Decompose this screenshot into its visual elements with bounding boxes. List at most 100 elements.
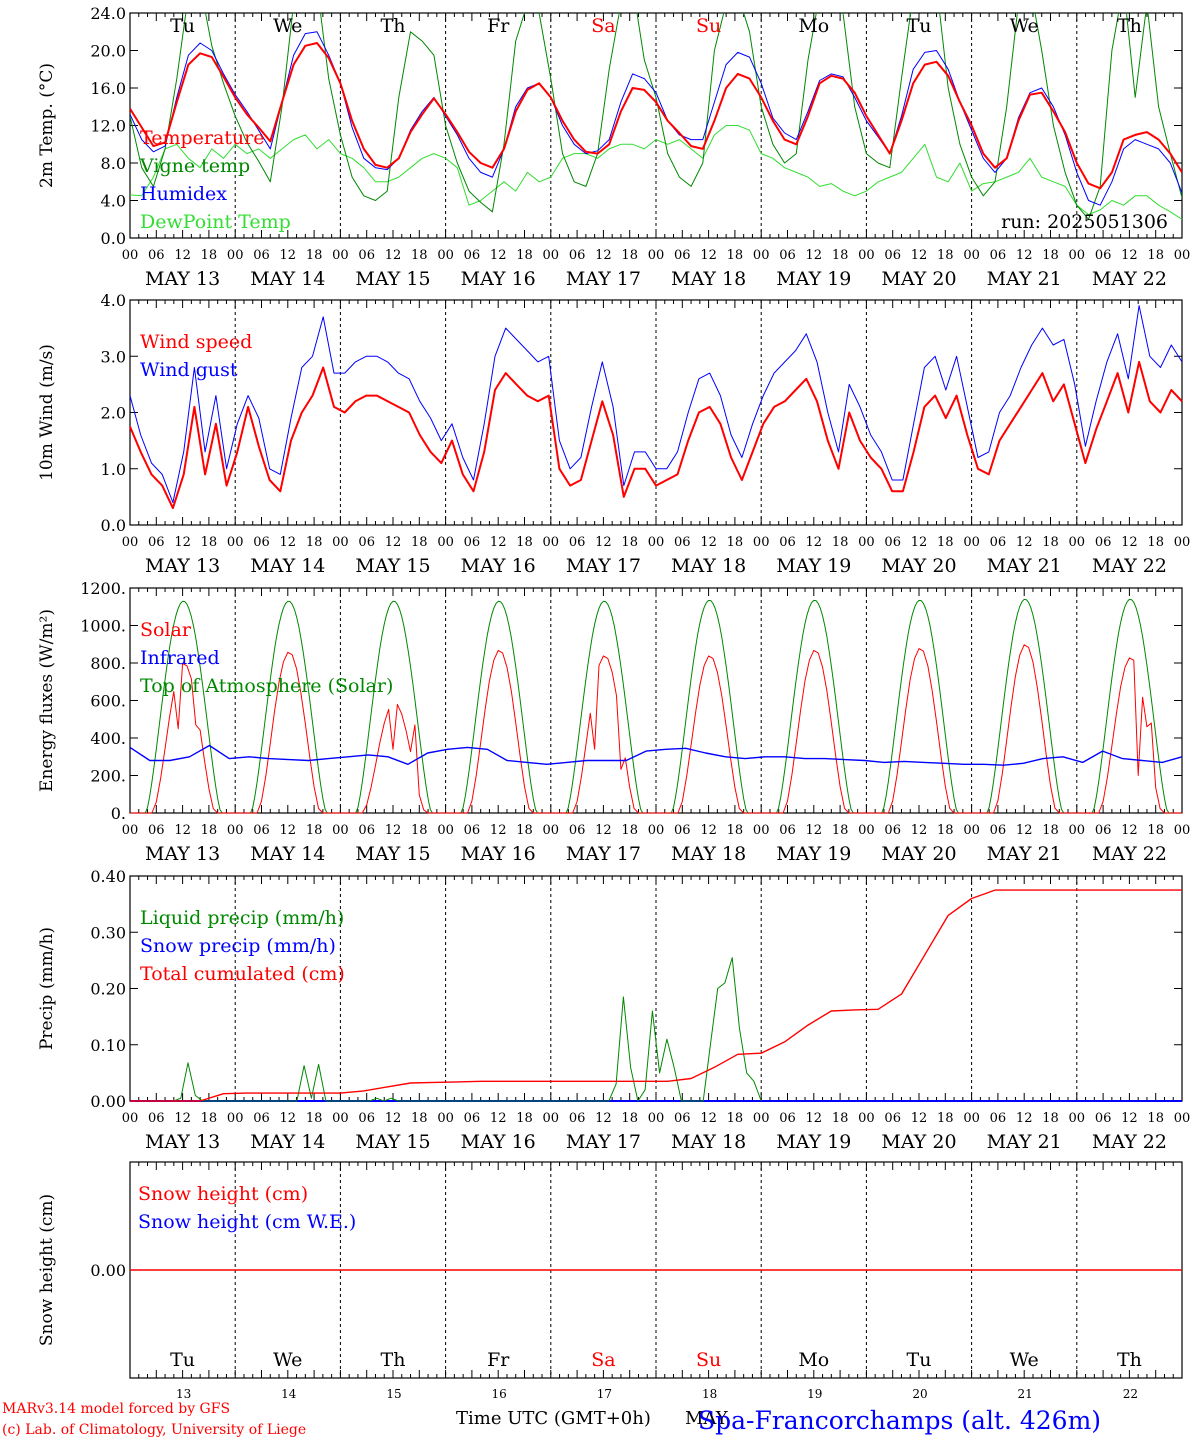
hour-tick-label: 12 xyxy=(911,823,928,838)
hour-tick-label: 06 xyxy=(358,535,375,550)
hour-tick-label: 12 xyxy=(911,1111,928,1126)
hour-tick-label: 06 xyxy=(358,823,375,838)
hour-tick-label: 12 xyxy=(280,1111,297,1126)
hour-tick-label: 12 xyxy=(806,823,823,838)
legend-entry: Snow precip (mm/h) xyxy=(140,935,336,957)
hour-tick-label: 18 xyxy=(1147,248,1164,263)
hour-tick-label: 06 xyxy=(990,823,1007,838)
run-label: run: 2025051306 xyxy=(1001,211,1168,233)
day-label: Tu xyxy=(170,1349,195,1371)
hour-tick-label: 00 xyxy=(648,1111,665,1126)
hour-tick-label: 18 xyxy=(306,823,323,838)
hour-tick-label: 18 xyxy=(516,1111,533,1126)
hour-tick-label: 12 xyxy=(595,823,612,838)
hour-tick-label: 12 xyxy=(806,248,823,263)
legend-entry: Wind speed xyxy=(140,331,252,353)
date-label: MAY 15 xyxy=(355,555,430,577)
y-tick-label: 0.30 xyxy=(90,923,126,942)
date-label: MAY 14 xyxy=(250,268,325,290)
hour-tick-label: 00 xyxy=(543,535,560,550)
date-label: MAY 22 xyxy=(1092,1131,1167,1153)
hour-tick-label: 18 xyxy=(621,535,638,550)
hour-tick-label: 00 xyxy=(227,248,244,263)
footer-day-number: 20 xyxy=(912,1387,927,1401)
snow-panel: 0.00 Snow height (cm) Snow height (cm) Snow… xyxy=(37,1161,1183,1379)
hour-tick-label: 00 xyxy=(1174,823,1191,838)
date-label: MAY 21 xyxy=(987,555,1062,577)
temperature-lines xyxy=(130,13,1182,220)
y-tick-label: 0.10 xyxy=(90,1036,126,1055)
day-label: Fr xyxy=(487,1349,510,1371)
footer-day-number: 18 xyxy=(702,1387,717,1401)
hour-tick-label: 06 xyxy=(569,535,586,550)
plot-frame xyxy=(129,587,1183,814)
hour-tick-label: 18 xyxy=(1147,535,1164,550)
date-label: MAY 18 xyxy=(671,555,746,577)
hour-tick-label: 18 xyxy=(937,1111,954,1126)
day-label: Sa xyxy=(591,15,615,37)
date-label: MAY 21 xyxy=(987,1131,1062,1153)
hour-tick-label: 00 xyxy=(543,248,560,263)
hour-tick-label: 06 xyxy=(569,248,586,263)
hour-tick-label: 06 xyxy=(464,1111,481,1126)
y-tick-label: 0.0 xyxy=(101,229,126,248)
hour-tick-label: 00 xyxy=(753,1111,770,1126)
hour-tick-label: 06 xyxy=(569,823,586,838)
hour-tick-label: 00 xyxy=(437,823,454,838)
date-label: MAY 19 xyxy=(776,555,851,577)
hour-tick-label: 00 xyxy=(122,248,139,263)
footer-day-number: 21 xyxy=(1018,1387,1033,1401)
y-tick-label: 0.00 xyxy=(90,1092,126,1111)
series-line-wind-speed xyxy=(129,360,1183,510)
series-line-total-cumulated xyxy=(130,889,1182,1102)
legend-entry: Wind gust xyxy=(140,359,238,381)
date-label: MAY 16 xyxy=(461,1131,536,1153)
date-label: MAY 15 xyxy=(355,268,430,290)
y-tick-label: 4.0 xyxy=(101,192,126,211)
hour-tick-label: 18 xyxy=(411,1111,428,1126)
date-label: MAY 17 xyxy=(566,843,641,865)
hour-tick-label: 06 xyxy=(674,1111,691,1126)
hour-tick-label: 18 xyxy=(832,248,849,263)
footer-day-number: 13 xyxy=(176,1387,191,1401)
y-tick-label: 2.0 xyxy=(101,404,126,423)
hour-tick-label: 18 xyxy=(411,823,428,838)
date-label: MAY 13 xyxy=(145,555,220,577)
hour-tick-label: 18 xyxy=(201,1111,218,1126)
hour-tick-label: 00 xyxy=(858,823,875,838)
hour-tick-label: 06 xyxy=(674,823,691,838)
hour-tick-label: 06 xyxy=(148,248,165,263)
month-label: MAY xyxy=(685,1408,729,1429)
hour-tick-label: 00 xyxy=(1174,1111,1191,1126)
day-label: Sa xyxy=(591,1349,615,1371)
y-tick-label: 0.0 xyxy=(101,516,126,535)
hour-tick-label: 00 xyxy=(332,535,349,550)
hour-tick-label: 06 xyxy=(884,248,901,263)
day-label: We xyxy=(273,15,302,37)
hour-tick-label: 00 xyxy=(543,823,560,838)
hour-tick-label: 18 xyxy=(306,248,323,263)
hour-tick-label: 06 xyxy=(779,535,796,550)
hour-tick-label: 12 xyxy=(490,248,507,263)
y-tick-label: 0.00 xyxy=(90,1261,126,1280)
legend-entry: DewPoint Temp xyxy=(140,211,291,233)
hour-tick-label: 18 xyxy=(1042,823,1059,838)
hour-tick-label: 18 xyxy=(1042,535,1059,550)
day-label: Tu xyxy=(907,15,932,37)
series-line-wind-gust xyxy=(129,305,1183,503)
hour-tick-label: 06 xyxy=(148,823,165,838)
hour-tick-label: 06 xyxy=(1095,823,1112,838)
day-label: We xyxy=(273,1349,302,1371)
hour-tick-label: 12 xyxy=(1016,823,1033,838)
hour-tick-label: 18 xyxy=(516,823,533,838)
date-label: MAY 20 xyxy=(881,555,956,577)
hour-tick-label: 00 xyxy=(963,535,980,550)
footer-day-number: 19 xyxy=(807,1387,822,1401)
footer-day-number: 22 xyxy=(1123,1387,1138,1401)
legend-entry: Humidex xyxy=(140,183,227,205)
y-tick-label: 400. xyxy=(90,729,126,748)
date-label: MAY 16 xyxy=(461,268,536,290)
day-label: Fr xyxy=(487,15,510,37)
y-tick-label: 800. xyxy=(90,654,126,673)
hour-tick-label: 06 xyxy=(990,535,1007,550)
